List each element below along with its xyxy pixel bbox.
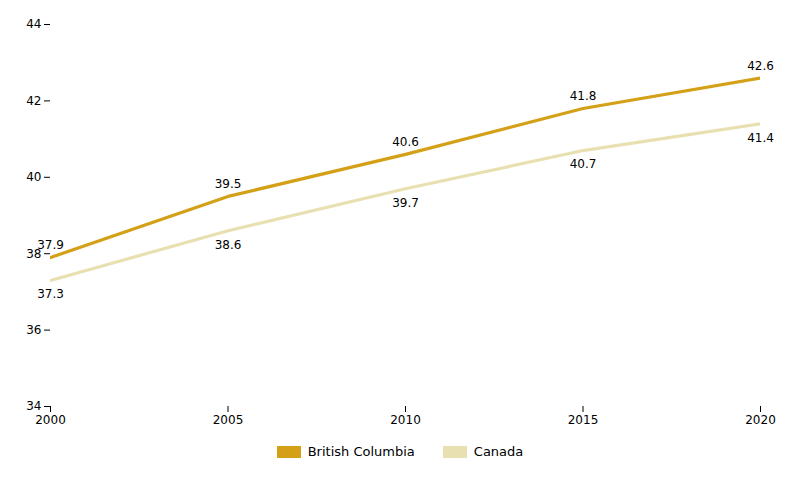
svg-text:2020: 2020	[745, 413, 776, 427]
html-text:Canada: Canada	[473, 444, 524, 459]
svg-text:2005: 2005	[213, 413, 244, 427]
svg-text:44: 44	[26, 17, 41, 31]
svg-text:41.8: 41.8	[570, 89, 597, 103]
svg-text:34: 34	[26, 399, 41, 413]
html-text:British Columbia: British Columbia	[307, 444, 415, 459]
svg-text:39.5: 39.5	[215, 177, 242, 191]
svg-text:41.4: 41.4	[747, 131, 774, 145]
svg-text:39.7: 39.7	[392, 196, 419, 210]
svg-text:40: 40	[26, 170, 41, 184]
svg-text:2015: 2015	[568, 413, 599, 427]
svg-text:40.6: 40.6	[392, 135, 419, 149]
svg-text:36: 36	[26, 323, 41, 337]
svg-text:2010: 2010	[390, 413, 421, 427]
svg-text:38: 38	[26, 246, 42, 261]
svg-text:38.6: 38.6	[215, 238, 242, 252]
svg-text:37.9: 37.9	[37, 238, 64, 252]
svg-text:40.7: 40.7	[570, 157, 597, 171]
svg-text:37.3: 37.3	[37, 287, 64, 301]
svg-text:42.6: 42.6	[747, 59, 774, 73]
svg-text:42: 42	[26, 94, 41, 108]
svg-text:2000: 2000	[35, 413, 66, 427]
